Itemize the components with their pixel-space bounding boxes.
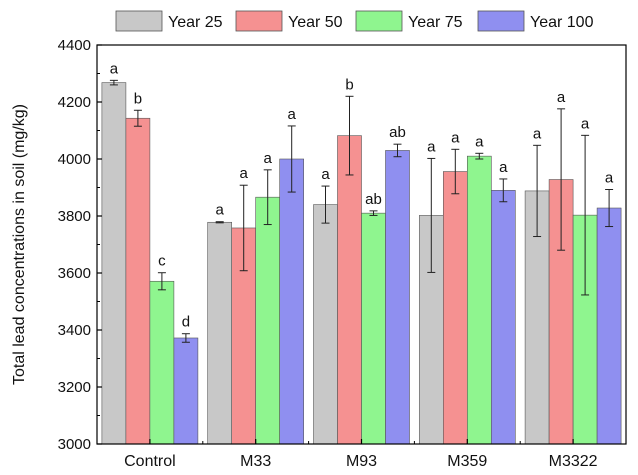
significance-label: d [182, 314, 190, 331]
significance-label: a [451, 129, 460, 146]
significance-label: b [134, 90, 142, 107]
bar [361, 212, 386, 445]
y-tick-label: 3800 [58, 208, 91, 225]
bar [490, 190, 516, 445]
bar [337, 135, 362, 445]
y-tick-label: 3200 [58, 379, 91, 396]
significance-label: a [321, 166, 330, 183]
significance-label: a [499, 159, 508, 176]
significance-label: a [533, 125, 542, 142]
x-category-label: M93 [346, 453, 377, 470]
y-axis: 3000 3200 3400 3600 3800 4000 4200 4400 [58, 37, 102, 453]
significance-label: b [345, 76, 353, 93]
bar [255, 196, 280, 445]
significance-label: a [110, 60, 119, 77]
y-tick-label: 4200 [58, 94, 91, 111]
legend-swatch [115, 10, 163, 32]
significance-label: a [216, 202, 225, 219]
significance-label: ab [365, 191, 382, 208]
y-tick-label: 3000 [58, 436, 91, 453]
significance-label: c [158, 253, 166, 270]
bar [279, 158, 305, 445]
legend-label: Year 25 [168, 14, 223, 31]
x-axis: Control M33 M93 M359 M3322 [124, 439, 598, 470]
bar [385, 150, 410, 445]
y-tick-label: 4400 [58, 37, 91, 54]
legend: Year 25 Year 50 Year 75 Year 100 [115, 10, 594, 32]
significance-label: a [240, 165, 249, 182]
bar [173, 337, 199, 445]
legend-swatch [477, 10, 525, 32]
significance-label: ab [389, 124, 406, 141]
x-category-label: M33 [240, 453, 271, 470]
y-tick-label: 3600 [58, 265, 91, 282]
significance-label: a [581, 115, 590, 132]
legend-label: Year 50 [288, 14, 343, 31]
significance-label: a [264, 150, 273, 167]
bar [442, 171, 468, 445]
bar [149, 280, 175, 445]
significance-label: a [427, 138, 436, 155]
bar [125, 117, 151, 445]
bars [101, 82, 622, 445]
y-tick-label: 3400 [58, 322, 91, 339]
legend-label: Year 100 [530, 14, 594, 31]
significance-label: a [475, 133, 484, 150]
bar [466, 155, 492, 445]
bar [596, 207, 622, 445]
legend-swatch [355, 10, 403, 32]
legend-label: Year 75 [408, 14, 463, 31]
significance-label: a [288, 106, 297, 123]
x-category-label: M359 [447, 453, 487, 470]
bar [207, 221, 232, 445]
y-axis-title: Total lead concentrations in soil (mg/kg… [11, 104, 28, 385]
significance-label: a [605, 169, 614, 186]
y-tick-label: 4000 [58, 151, 91, 168]
significance-label: a [557, 89, 566, 106]
x-category-label: M3322 [549, 453, 598, 470]
bar [101, 82, 127, 445]
legend-swatch [235, 10, 283, 32]
bar [313, 204, 338, 445]
x-category-label: Control [124, 453, 176, 470]
error-bars [109, 79, 614, 343]
